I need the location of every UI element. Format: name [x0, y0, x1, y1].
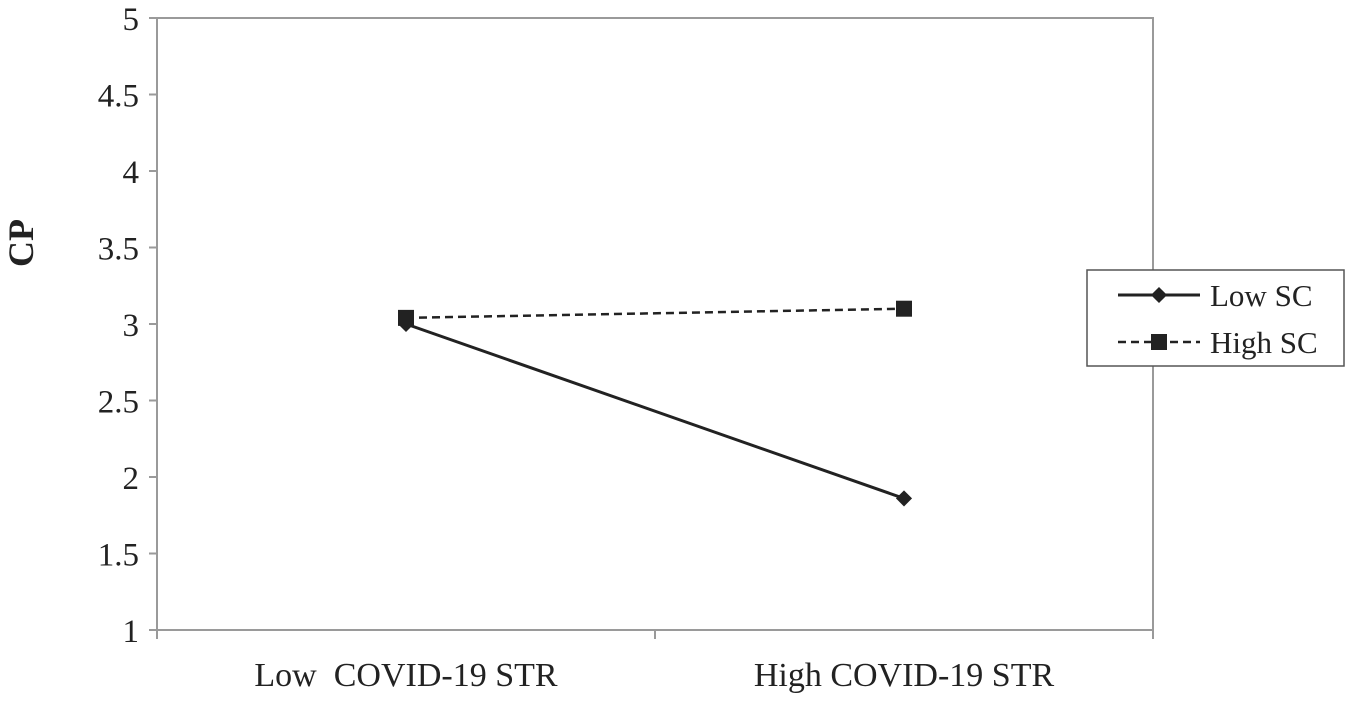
series-1-point-1: [896, 300, 912, 317]
series-1-point-0: [398, 309, 414, 326]
series-0-point-1: [895, 490, 913, 507]
y-tick-label-1: 1.5: [98, 538, 139, 574]
x-tick-label-0: Low COVID-19 STR: [254, 657, 557, 694]
legend-label-0: Low SC: [1210, 278, 1313, 313]
series-1: [398, 300, 912, 326]
legend: Low SC High SC: [1086, 269, 1345, 367]
legend-box: [1086, 269, 1345, 367]
y-tick-label-8: 5: [123, 2, 140, 38]
x-tick-label-1: High COVID-19 STR: [754, 657, 1055, 694]
series-line-1: [405, 307, 905, 320]
y-tick-label-7: 4.5: [98, 79, 139, 115]
y-axis-label: CP: [1, 219, 41, 267]
plot-area: [156, 17, 1154, 631]
y-tick-label-5: 3.5: [98, 232, 139, 268]
legend-marker-0: [1150, 286, 1168, 304]
legend-label-1: High SC: [1210, 325, 1318, 360]
y-tick-label-4: 3: [123, 308, 140, 344]
y-axis: 1 1.5 2 2.5 3 3.5 4 4.5 5: [98, 2, 157, 650]
series-layer: [397, 300, 913, 507]
y-tick-label-0: 1: [123, 614, 140, 650]
x-axis: Low COVID-19 STR High COVID-19 STR: [156, 630, 1154, 694]
y-tick-label-2: 2: [123, 461, 140, 497]
y-tick-label-6: 4: [123, 155, 140, 191]
series-line-0: [405, 322, 905, 500]
y-tick-label-3: 2.5: [98, 385, 139, 421]
legend-marker-1: [1151, 334, 1167, 350]
